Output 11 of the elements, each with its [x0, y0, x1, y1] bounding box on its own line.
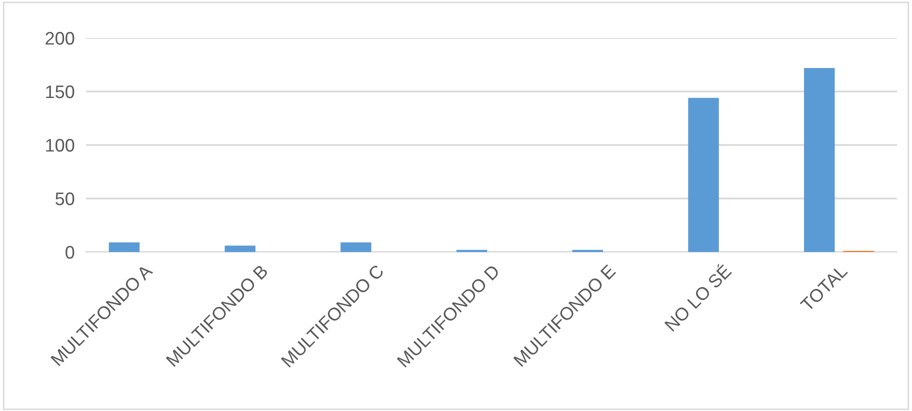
bar: [224, 246, 256, 252]
y-tick-label: 50: [56, 192, 74, 206]
bar: [804, 68, 835, 252]
bar: [108, 242, 140, 252]
y-tick-label: 100: [46, 138, 74, 152]
y-tick-label: 150: [46, 85, 74, 98]
y-tick-label: 0: [66, 246, 74, 259]
bar: [340, 242, 372, 252]
y-tick-label: 200: [46, 32, 74, 45]
x-tick-label: NO LO SÉ: [662, 262, 732, 332]
bar: [688, 98, 719, 252]
